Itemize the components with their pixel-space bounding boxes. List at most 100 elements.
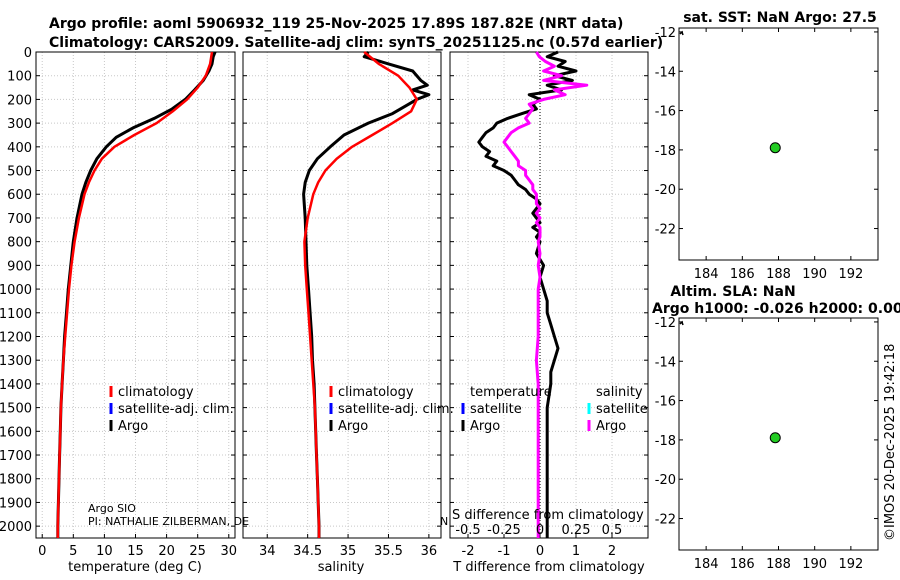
legend-argo: Argo — [118, 419, 148, 434]
temperature-xlabel: temperature (deg C) — [68, 560, 202, 575]
legend-satellite: satellite-adj. clim. — [338, 402, 454, 417]
map-y-tick-label: -22 — [655, 223, 676, 238]
x-tick-label: 20 — [158, 544, 175, 559]
map-y-tick-label: -12 — [655, 316, 676, 331]
y-tick-label: 1700 — [0, 449, 32, 464]
argo-salinity-line — [302, 51, 431, 538]
y-tick-label: 1600 — [0, 425, 32, 440]
x-tick-label: 0 — [38, 544, 46, 559]
x-tick-label: 15 — [127, 544, 144, 559]
x-tick-label: -2 — [462, 544, 475, 559]
sal-diff-tick-label: 0 — [536, 523, 544, 538]
sla-map-panel: 184 186 188 190 192 -12 -14 -16 -18 -20 -22 — [655, 316, 879, 572]
climatology-temperature-line — [56, 51, 214, 538]
map-x-tick-label: 184 — [694, 267, 719, 282]
argo-t-difference-line — [477, 50, 578, 538]
y-tick-label: 1900 — [0, 496, 32, 511]
axes-frame — [449, 51, 649, 539]
temperature-legend: climatology satellite-adj. clim. Argo — [109, 385, 234, 434]
temperature-panel: 0 5 10 15 20 25 300100200300400500600700800900… — [0, 46, 237, 559]
x-tick-label: 34.5 — [293, 544, 322, 559]
x-tick-label: 5 — [69, 544, 77, 559]
sst-map-title: sat. SST: NaN Argo: 27.5 — [683, 10, 877, 26]
map-x-tick-label: 192 — [838, 557, 863, 572]
climatology-salinity-line — [303, 51, 419, 538]
map-x-tick-label: 192 — [838, 267, 863, 282]
x-tick-label: 0 — [536, 544, 544, 559]
coastline-fragment — [679, 30, 684, 36]
y-tick-label: 0 — [24, 46, 32, 61]
y-tick-label: 300 — [7, 117, 32, 132]
y-tick-label: 1000 — [0, 283, 32, 298]
sal-diff-tick-label: 0.25 — [562, 523, 591, 538]
coastline-fragment — [679, 320, 684, 326]
y-tick-label: 1300 — [0, 354, 32, 369]
y-tick-label: 1500 — [0, 402, 32, 417]
salinity-legend: climatology satellite-adj. clim. Argo — [329, 385, 454, 434]
x-tick-label: 35.5 — [374, 544, 403, 559]
pi-line1: Argo SIO — [88, 502, 136, 515]
y-tick-label: 500 — [7, 165, 32, 180]
legend-s-argo: Argo — [596, 419, 626, 434]
argo-s-difference-line — [502, 51, 589, 538]
y-tick-label: 200 — [7, 93, 32, 108]
y-tick-label: 800 — [7, 236, 32, 251]
difference-panel: -2 -1 0 1 2 -0.5 -0.25 0 0.25 0.5 — [449, 50, 649, 559]
map-y-tick-label: -14 — [655, 65, 676, 80]
x-tick-label: 36 — [421, 544, 438, 559]
map-x-tick-label: 190 — [802, 267, 827, 282]
x-tick-label: 30 — [221, 544, 238, 559]
x-tick-label: -1 — [498, 544, 511, 559]
difference-legend: temperature salinity satellite Argo sate… — [461, 385, 648, 434]
argo-location-marker — [769, 142, 781, 154]
map-y-tick-label: -16 — [655, 395, 676, 410]
y-tick-label: 100 — [7, 70, 32, 85]
legend-s-satellite: satellite — [596, 402, 648, 417]
y-tick-label: 1200 — [0, 330, 32, 345]
y-tick-label: 2000 — [0, 520, 32, 535]
legend-satellite: satellite-adj. clim. — [118, 402, 234, 417]
x-tick-label: 1 — [572, 544, 580, 559]
legend-climatology: climatology — [338, 385, 414, 400]
map-y-tick-label: -18 — [655, 434, 676, 449]
map-x-tick-label: 190 — [802, 557, 827, 572]
x-tick-label: 25 — [189, 544, 206, 559]
pi-line2: PI: NATHALIE ZILBERMAN, DE — [88, 515, 249, 528]
x-tick-label: 2 — [608, 544, 616, 559]
legend-argo: Argo — [338, 419, 368, 434]
y-tick-label: 1400 — [0, 378, 32, 393]
argo-location-marker — [769, 432, 781, 444]
x-tick-label: 35 — [340, 544, 357, 559]
imos-timestamp: ©IMOS 20-Dec-2025 19:42:18 — [883, 344, 898, 541]
map-y-tick-label: -20 — [655, 473, 676, 488]
argo-temperature-line — [56, 51, 217, 538]
salinity-panel: 34 34.5 35 35.5 36 — [242, 51, 442, 559]
difference-xlabel: T difference from climatology — [452, 560, 645, 575]
map-x-tick-label: 186 — [730, 267, 755, 282]
map-y-tick-label: -14 — [655, 355, 676, 370]
axes-frame — [242, 51, 442, 539]
map-x-tick-label: 186 — [730, 557, 755, 572]
x-tick-label: 10 — [96, 544, 113, 559]
map-x-tick-label: 188 — [766, 557, 791, 572]
figure-title-line2: Climatology: CARS2009. Satellite-adj cli… — [49, 35, 663, 51]
y-tick-label: 1800 — [0, 473, 32, 488]
sla-map-subtitle: Argo h1000: -0.026 h2000: 0.0083 — [652, 301, 900, 317]
legend-t-satellite: satellite — [470, 402, 522, 417]
sal-diff-tick-label: -0.25 — [487, 523, 521, 538]
figure-title-line1: Argo profile: aoml 5906932_119 25-Nov-20… — [49, 16, 623, 32]
map-x-tick-label: 188 — [766, 267, 791, 282]
legend-climatology: climatology — [118, 385, 194, 400]
sal-diff-axis-label: S difference from climatology — [452, 508, 644, 523]
legend-t-argo: Argo — [470, 419, 500, 434]
legend-temperature-header: temperature — [470, 385, 552, 400]
salinity-xlabel: salinity — [318, 560, 365, 575]
sst-map-panel: 184 186 188 190 192 -12 -14 -16 -18 -20 -22 — [655, 26, 879, 282]
map-x-tick-label: 184 — [694, 557, 719, 572]
sal-diff-tick-label: 0.5 — [602, 523, 623, 538]
map-y-tick-label: -18 — [655, 144, 676, 159]
sla-map-title: Altim. SLA: NaN — [670, 284, 795, 300]
overflow-text: N — [440, 515, 448, 528]
y-tick-label: 1100 — [0, 307, 32, 322]
